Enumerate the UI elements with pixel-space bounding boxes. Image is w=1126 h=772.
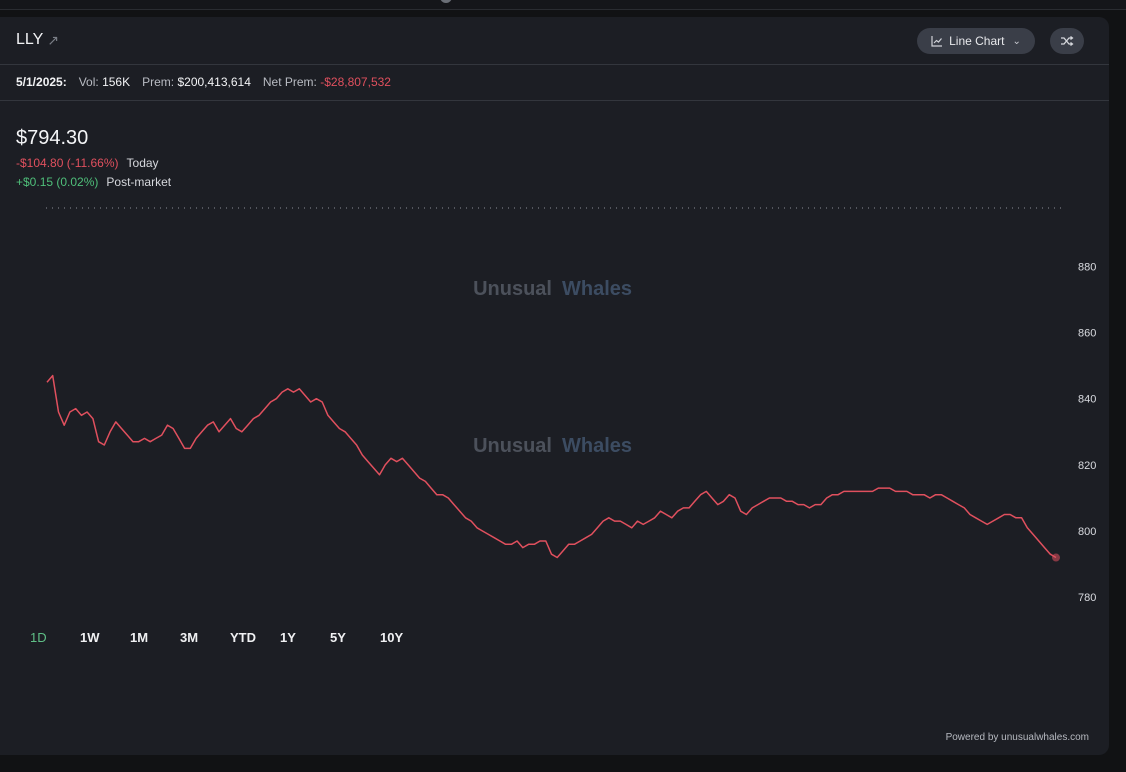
watermark-unusual: Unusual — [473, 435, 552, 457]
ticker-link[interactable]: LLY ↗ — [16, 31, 59, 49]
today-label: Today — [126, 156, 159, 170]
range-1w[interactable]: 1W — [80, 630, 100, 645]
premium-value: $200,413,614 — [177, 75, 251, 89]
current-price: $794.30 — [16, 127, 89, 149]
range-1m[interactable]: 1M — [130, 630, 149, 645]
range-1y[interactable]: 1Y — [280, 630, 296, 645]
range-5y[interactable]: 5Y — [330, 630, 346, 645]
post-market-label: Post-market — [106, 175, 172, 189]
quote-summary: $794.30 -$104.80 (-11.66%) Today +$0.15 … — [16, 127, 171, 189]
y-tick-label: 860 — [1078, 328, 1096, 340]
net-premium-label: Net Prem: — [262, 75, 317, 89]
line-chart-icon — [931, 36, 943, 47]
y-tick-label: 800 — [1078, 526, 1096, 538]
y-axis: 780 800 820 840 860 880 — [1078, 261, 1096, 604]
range-ytd[interactable]: YTD — [230, 630, 256, 645]
chart-type-label: Line Chart — [949, 34, 1005, 48]
range-selector: 1D 1W 1M 3M YTD 1Y 5Y 10Y — [30, 630, 430, 645]
ticker-symbol: LLY — [16, 31, 44, 48]
shuffle-icon — [1061, 36, 1074, 46]
last-price-marker — [1052, 553, 1060, 562]
powered-by: Powered by unusualwhales.com — [945, 732, 1089, 743]
today-change: -$104.80 (-11.66%) — [16, 156, 119, 170]
chart-card: LLY ↗ Line Chart ⌄ 5/1/2025: Vol: — [0, 17, 1109, 755]
price-line — [46, 374, 1057, 559]
window-top-strip — [0, 0, 1126, 10]
watermark-whales: Whales — [562, 435, 632, 457]
y-tick-label: 880 — [1078, 261, 1096, 273]
y-tick-label: 820 — [1078, 460, 1096, 472]
post-market-change: +$0.15 (0.02%) — [16, 175, 99, 189]
range-1d[interactable]: 1D — [30, 630, 47, 645]
chart-type-dropdown[interactable]: Line Chart ⌄ — [917, 28, 1035, 54]
watermark-whales: Whales — [562, 278, 632, 300]
stats-bar: 5/1/2025: Vol: 156K Prem: $200,413,614 N… — [0, 65, 1109, 101]
external-link-icon: ↗ — [47, 31, 60, 48]
notch — [440, 0, 452, 3]
card-header: LLY ↗ Line Chart ⌄ — [0, 17, 1109, 65]
trade-date: 5/1/2025: — [16, 75, 67, 89]
range-10y[interactable]: 10Y — [380, 630, 404, 645]
watermark-unusual: Unusual — [473, 278, 552, 300]
premium-label: Prem: — [142, 75, 175, 89]
range-3m[interactable]: 3M — [180, 630, 199, 645]
net-premium-value: -$28,807,532 — [320, 75, 391, 89]
y-tick-label: 840 — [1078, 394, 1096, 406]
y-tick-label: 780 — [1078, 592, 1096, 604]
price-chart[interactable]: Unusual Whales Unusual Whales 780 800 820 8… — [0, 17, 1109, 617]
shuffle-button[interactable] — [1050, 28, 1084, 54]
volume-label: Vol: — [78, 75, 99, 89]
chevron-down-icon: ⌄ — [1012, 35, 1021, 47]
volume-value: 156K — [102, 75, 131, 89]
